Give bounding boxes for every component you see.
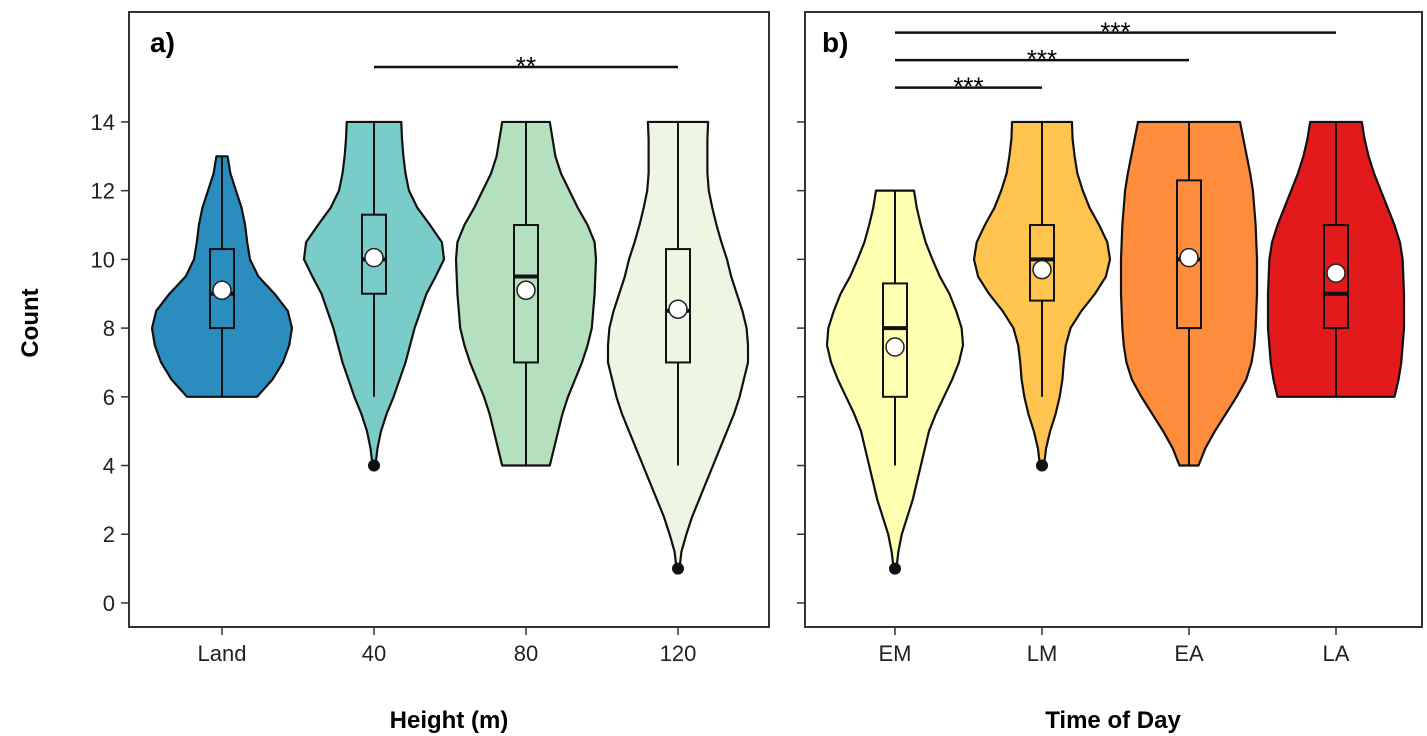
violin-120 — [606, 120, 750, 570]
significance-label: ** — [516, 51, 536, 81]
boxplot-box — [882, 282, 908, 398]
mean-point — [212, 280, 232, 301]
x-tick-label-40: 40 — [362, 641, 386, 666]
y-tick-label: 4 — [103, 454, 115, 479]
panel-b-y-axis — [797, 121, 805, 604]
x-tick-label-80: 80 — [514, 641, 538, 666]
x-tick-label-land: Land — [198, 641, 247, 666]
violin-group-40 — [302, 120, 446, 472]
violin-ea — [1119, 120, 1259, 467]
violin-la — [1266, 120, 1406, 398]
violin-group-em — [825, 189, 965, 575]
mean-point — [364, 247, 384, 268]
mean-point — [885, 337, 905, 357]
violin-group-la — [1266, 120, 1406, 398]
mean-point — [668, 299, 688, 319]
panel-b-x-axis: EM LM EA LA — [879, 627, 1350, 666]
violin-lm — [972, 120, 1112, 467]
outlier-point — [889, 562, 901, 575]
outlier-point — [672, 562, 684, 575]
panel-b-x-axis-title: Time of Day — [1045, 707, 1181, 734]
outlier-point — [368, 459, 380, 472]
y-tick-label: 2 — [103, 522, 115, 547]
panel-a-label: a) — [150, 27, 175, 58]
panel-b-frame — [804, 11, 1423, 628]
mean-point — [1179, 247, 1199, 268]
x-tick-label-lm: LM — [1027, 641, 1058, 666]
panel-b-time-of-day: *** *** *** EM LM EA LA b) Time of Day — [797, 11, 1423, 734]
panel-a-violins — [150, 120, 750, 575]
boxplot-box — [665, 248, 691, 364]
mean-point — [516, 280, 536, 301]
boxplot-box — [361, 213, 387, 295]
x-tick-label-em: EM — [879, 641, 912, 666]
panel-a-x-axis-title: Height (m) — [390, 707, 509, 734]
y-tick-label: 10 — [91, 247, 115, 272]
y-tick-label: 0 — [103, 591, 115, 616]
y-tick-label: 6 — [103, 385, 115, 410]
violin-land — [150, 155, 294, 398]
y-axis-title: Count — [17, 288, 44, 357]
x-tick-label-ea: EA — [1174, 641, 1204, 666]
boxplot-box — [513, 224, 539, 364]
violin-group-80 — [454, 120, 598, 467]
outlier-point — [1036, 459, 1048, 472]
panel-b-label: b) — [822, 27, 848, 58]
y-tick-label: 8 — [103, 316, 115, 341]
panel-a-x-axis: Land 40 80 120 — [198, 627, 697, 666]
violin-group-lm — [972, 120, 1112, 472]
boxplot-box — [1029, 224, 1055, 302]
x-tick-label-la: LA — [1323, 641, 1350, 666]
y-tick-label: 12 — [91, 179, 115, 204]
panel-b-violins — [825, 120, 1406, 575]
violin-group-120 — [606, 120, 750, 575]
significance-label: *** — [953, 72, 983, 102]
significance-label: *** — [1027, 44, 1057, 74]
panel-b-significance-layer: *** *** *** — [895, 17, 1336, 102]
boxplot-box — [1323, 224, 1349, 330]
panel-a-significance-layer: ** — [374, 51, 678, 81]
violin-em — [825, 189, 965, 570]
x-tick-label-120: 120 — [660, 641, 697, 666]
violin-group-ea — [1119, 120, 1259, 467]
boxplot-box — [209, 248, 235, 330]
panel-a-y-axis: 0 2 4 6 8 10 12 14 — [91, 110, 129, 616]
violin-group-land — [150, 155, 294, 398]
mean-point — [1326, 263, 1346, 283]
y-tick-label: 14 — [91, 110, 115, 135]
mean-point — [1032, 259, 1052, 280]
panel-a-height: ** 0 2 4 6 8 10 12 14 Land 40 80 120 a) Height (m) — [91, 11, 770, 734]
boxplot-box — [1176, 179, 1202, 330]
panel-a-frame — [128, 11, 770, 628]
significance-label: *** — [1100, 17, 1130, 47]
